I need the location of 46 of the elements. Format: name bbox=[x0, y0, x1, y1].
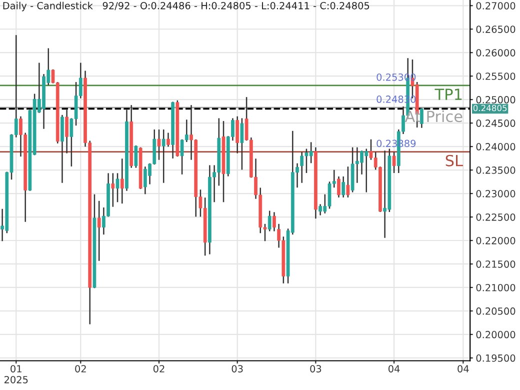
candlestick bbox=[240, 118, 244, 170]
x-tick-label: 02 bbox=[75, 365, 86, 372]
y-tick-label: 0.20000 bbox=[476, 330, 516, 338]
x-tick-label: 03 bbox=[310, 365, 322, 372]
y-tick-label: 0.26500 bbox=[476, 26, 516, 33]
candlestick bbox=[134, 145, 138, 168]
candlestick bbox=[97, 200, 101, 261]
candlestick bbox=[166, 132, 170, 147]
candlestick bbox=[272, 212, 276, 232]
candlestick bbox=[236, 116, 240, 154]
y-tick-label: 0.21000 bbox=[476, 284, 516, 292]
y-tick-label: 0.22000 bbox=[476, 236, 516, 244]
chart-title: Daily - Candlestick 92/92 - O:0.24486 - H:0.24805 - L:0.24411 - C:0.24805 bbox=[3, 2, 370, 12]
ref-line-label: 0.24805 bbox=[473, 104, 507, 112]
candlestick bbox=[346, 166, 350, 198]
y-tick-label: 0.27000 bbox=[476, 2, 516, 10]
candlestick bbox=[157, 129, 161, 160]
y-tick-label: 0.23500 bbox=[476, 166, 516, 174]
x-tick-label: 01 2025 bbox=[4, 365, 28, 384]
y-tick-label: 0.21500 bbox=[476, 260, 516, 268]
ref-line-label: TP1 bbox=[434, 88, 462, 100]
x-tick-label: 03 bbox=[232, 365, 243, 372]
y-tick-label: 0.20500 bbox=[476, 307, 516, 315]
y-tick-label: 0.23000 bbox=[476, 190, 516, 198]
y-tick-label: 0.24500 bbox=[476, 120, 516, 127]
candlestick bbox=[116, 173, 120, 202]
y-tick-label: 0.26000 bbox=[476, 49, 516, 56]
candlestick bbox=[120, 158, 124, 204]
x-tick-label: 02 bbox=[153, 365, 164, 372]
candlestick bbox=[162, 129, 166, 183]
y-tick-label: 0.25500 bbox=[476, 72, 516, 80]
candlestick bbox=[111, 173, 115, 207]
y-tick-label: 0.24000 bbox=[476, 143, 516, 150]
y-tick-label: 0.25000 bbox=[476, 96, 516, 104]
candlestick bbox=[383, 150, 387, 238]
x-tick-label: 04 bbox=[388, 365, 400, 372]
x-tick-label: 04 bbox=[458, 365, 469, 372]
candlestick bbox=[65, 110, 69, 154]
candlestick bbox=[392, 152, 396, 174]
ref-line-label: SL bbox=[446, 154, 463, 166]
y-tick-label: 0.19500 bbox=[476, 354, 516, 362]
candlestick bbox=[268, 210, 272, 232]
candlestick bbox=[337, 176, 340, 198]
y-tick-label: 0.22500 bbox=[476, 213, 516, 221]
candlestick bbox=[420, 108, 424, 128]
candlestick bbox=[342, 176, 346, 198]
